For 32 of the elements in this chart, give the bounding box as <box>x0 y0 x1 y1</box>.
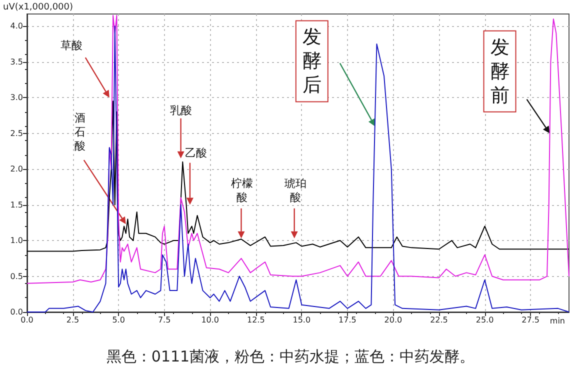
annotation: 柠檬酸 <box>231 176 254 204</box>
x-tick-label: 0.0 <box>20 316 34 324</box>
x-tick-label: 27.5 <box>522 316 540 324</box>
x-tick-label: 17.5 <box>338 316 356 324</box>
y-tick-label: 4.0 <box>10 22 23 31</box>
x-tick-label: 15.0 <box>292 316 311 324</box>
x-axis-title: min <box>550 316 565 326</box>
annotation: 琥珀酸 <box>284 176 306 204</box>
y-tick-label: 2.0 <box>10 164 23 174</box>
y-tick-label: 3.0 <box>10 93 23 102</box>
text: 黑色：0111菌液，粉色：中药水提；蓝色：中药发酵。 <box>106 348 475 366</box>
x-tick-label: 20.0 <box>384 316 402 324</box>
annotation: 发酵后 <box>302 26 322 96</box>
y-tick-label: 3.5 <box>10 57 23 66</box>
annotation: 乙酸 <box>184 146 207 160</box>
annotation: 草酸 <box>60 39 82 52</box>
y-axis-title: uV(x1,000,000) <box>3 2 74 12</box>
annotation: 酒石酸 <box>74 112 86 153</box>
x-tick-label: 2.5 <box>66 316 80 324</box>
x-tick-label: 12.5 <box>246 316 265 324</box>
x-tick-label: 7.5 <box>158 316 171 324</box>
x-tick-label: 5.0 <box>112 316 125 324</box>
annotation: 发酵前 <box>490 36 510 106</box>
y-tick-label: 0.5 <box>10 272 23 281</box>
y-tick-label: 2.5 <box>10 128 23 138</box>
x-tick-label: 10.0 <box>201 316 220 324</box>
x-tick-label: 25.0 <box>476 316 494 324</box>
y-tick-label: 1.5 <box>10 200 23 210</box>
x-tick-label: 22.5 <box>430 316 448 324</box>
annotation: 乳酸 <box>170 104 192 117</box>
y-tick-label: 1.0 <box>10 236 23 246</box>
y-tick-label: 0.0 <box>10 308 23 316</box>
